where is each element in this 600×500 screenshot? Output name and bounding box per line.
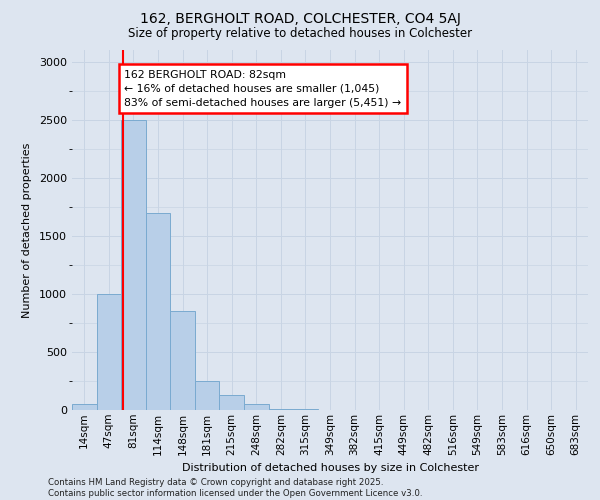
Text: Contains HM Land Registry data © Crown copyright and database right 2025.
Contai: Contains HM Land Registry data © Crown c…	[48, 478, 422, 498]
Bar	[220, 395, 244, 410]
Y-axis label: Number of detached properties: Number of detached properties	[22, 142, 32, 318]
Text: Size of property relative to detached houses in Colchester: Size of property relative to detached ho…	[128, 28, 472, 40]
Bar	[97, 294, 121, 410]
Text: 162, BERGHOLT ROAD, COLCHESTER, CO4 5AJ: 162, BERGHOLT ROAD, COLCHESTER, CO4 5AJ	[140, 12, 460, 26]
Text: 162 BERGHOLT ROAD: 82sqm
← 16% of detached houses are smaller (1,045)
83% of sem: 162 BERGHOLT ROAD: 82sqm ← 16% of detach…	[124, 70, 401, 108]
Bar	[244, 404, 269, 410]
Bar	[121, 120, 146, 410]
Bar	[170, 312, 195, 410]
Bar	[72, 404, 97, 410]
X-axis label: Distribution of detached houses by size in Colchester: Distribution of detached houses by size …	[182, 463, 479, 473]
Bar	[195, 381, 220, 410]
Bar	[146, 212, 170, 410]
Bar	[269, 409, 293, 410]
